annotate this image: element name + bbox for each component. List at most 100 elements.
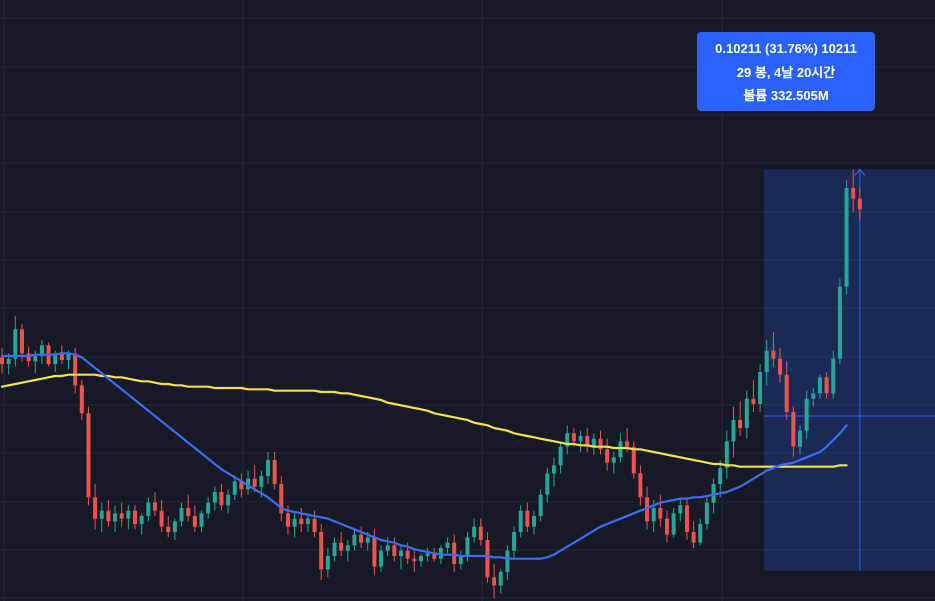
- candle-body: [645, 497, 650, 522]
- candle: [598, 430, 603, 455]
- candle-body: [505, 550, 510, 572]
- measure-zone: [763, 168, 935, 571]
- candle: [319, 524, 324, 580]
- candle: [771, 332, 776, 367]
- candle: [418, 553, 423, 567]
- candle: [585, 428, 590, 452]
- candle: [671, 508, 676, 538]
- candle-body: [379, 550, 384, 567]
- candle: [831, 350, 836, 399]
- candle: [352, 529, 357, 551]
- candle-body: [372, 537, 377, 567]
- candle-body: [152, 502, 157, 511]
- candle: [798, 425, 802, 455]
- candle: [485, 532, 490, 583]
- candle: [711, 478, 716, 514]
- candle: [106, 500, 111, 527]
- candle-body: [252, 478, 257, 487]
- candle: [119, 502, 124, 527]
- candle: [339, 532, 344, 556]
- candle: [658, 494, 663, 527]
- candle-body: [192, 516, 197, 527]
- measure-tooltip-price-change: 0.10211 (31.76%) 10211: [715, 41, 857, 56]
- candle-body: [811, 393, 816, 399]
- candle-body: [578, 436, 583, 442]
- candle: [246, 470, 251, 495]
- candle: [359, 526, 364, 548]
- candle: [591, 433, 596, 455]
- moving-average-lines: [0, 352, 848, 560]
- candle: [665, 510, 669, 543]
- candle-body: [126, 510, 131, 519]
- candle: [764, 340, 769, 386]
- measure-range-box: [763, 169, 935, 571]
- candle-body: [738, 420, 743, 428]
- candle: [691, 521, 696, 548]
- candle: [857, 188, 862, 220]
- candle-body: [618, 441, 623, 458]
- candle: [452, 534, 457, 572]
- candle: [738, 401, 743, 436]
- candle-body: [605, 449, 610, 463]
- candle: [538, 489, 543, 522]
- candle: [758, 364, 763, 412]
- candle-body: [319, 532, 324, 570]
- candle: [851, 169, 856, 212]
- candlestick-series: [0, 169, 862, 599]
- candle-body: [651, 508, 656, 522]
- candle-body: [798, 430, 802, 447]
- candle-body: [824, 377, 829, 394]
- measure-tooltip-volume: 볼륨 332.505M: [743, 88, 829, 103]
- candle-body: [172, 521, 177, 532]
- candle: [299, 508, 304, 532]
- candle: [532, 510, 536, 535]
- candle: [512, 526, 517, 559]
- candle-body: [571, 433, 576, 442]
- candle-body: [352, 534, 357, 546]
- candle-body: [611, 457, 616, 463]
- candle-body: [405, 550, 410, 559]
- candle: [565, 425, 570, 455]
- candle: [458, 550, 463, 570]
- candle: [412, 550, 417, 572]
- candle-body: [851, 188, 856, 199]
- candle-body: [59, 353, 64, 360]
- candle: [239, 473, 244, 498]
- candle: [146, 497, 151, 522]
- candle-body: [764, 350, 769, 372]
- candle: [784, 361, 789, 420]
- candle: [279, 476, 284, 522]
- candle-body: [279, 484, 284, 514]
- candle: [704, 497, 709, 530]
- candle-body: [665, 518, 669, 535]
- candle-body: [551, 465, 556, 474]
- candle: [751, 380, 756, 412]
- candle-body: [638, 473, 643, 498]
- candle-body: [758, 372, 763, 404]
- candle: [392, 537, 397, 562]
- candle: [445, 537, 450, 554]
- candle: [791, 406, 796, 458]
- candle-body: [199, 513, 204, 527]
- candle-body: [438, 548, 443, 559]
- candle-body: [425, 553, 430, 556]
- candle-body: [512, 532, 517, 551]
- candle: [186, 494, 191, 522]
- candle-body: [498, 572, 503, 586]
- candle: [305, 513, 310, 532]
- candle-body: [133, 510, 137, 524]
- candle: [804, 390, 809, 439]
- candle: [226, 489, 231, 514]
- candle: [272, 452, 277, 490]
- candle-body: [478, 526, 483, 540]
- candle-body: [598, 438, 603, 450]
- candle-body: [844, 188, 849, 287]
- candle-body: [272, 460, 277, 484]
- candle: [492, 564, 497, 599]
- candle-body: [485, 540, 490, 578]
- candle-body: [724, 441, 729, 468]
- candle: [678, 497, 683, 522]
- candle-body: [525, 510, 530, 527]
- candle: [472, 518, 477, 543]
